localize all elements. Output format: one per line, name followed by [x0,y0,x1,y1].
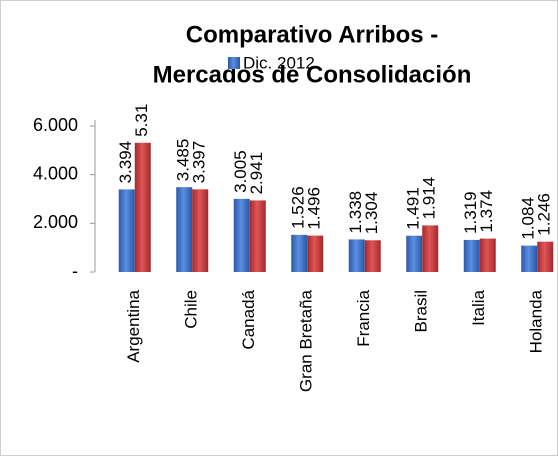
bar [521,245,538,272]
data-label: 1.338 [346,191,365,234]
bar [364,240,381,272]
data-label: 1.526 [289,186,308,229]
data-label: 1.491 [404,187,423,230]
chart-title: Comparativo Arribos - [186,21,438,48]
data-label: 3.397 [190,141,209,184]
data-label: 1.374 [477,190,496,233]
bar [537,241,554,272]
x-tick-label: Argentina [124,289,143,362]
bar [348,239,365,272]
bar [192,189,209,272]
data-label: 1.246 [535,193,554,236]
data-label: 3.394 [116,141,135,184]
bar [134,142,151,272]
legend-swatch [228,57,240,69]
data-label: 1.496 [305,187,324,230]
bar [406,235,423,272]
data-label: 1.304 [362,192,381,235]
bar [479,238,496,272]
x-tick-label: Chile [182,290,201,329]
x-tick-label: Gran Bretaña [297,289,316,392]
x-tick-label: Francia [354,289,373,346]
chart-title: Mercados de Consolidación [153,61,472,88]
data-label: 1.084 [519,197,538,240]
x-tick-label: Brasil [412,290,431,333]
data-label: 1.914 [420,177,439,220]
y-tick-label: - [72,261,78,281]
data-label: 3.005 [231,150,250,193]
data-label: 5.31 [132,104,151,137]
bar [463,239,480,272]
bar [422,225,439,272]
legend-label: Dic. 2012 [243,53,315,72]
x-tick-label: Holanda [527,289,546,353]
x-tick-label: Canadá [239,289,258,349]
y-tick-label: 6.000 [33,115,78,135]
x-tick-label: Italia [469,289,488,325]
data-label: 2.941 [247,152,266,195]
bar [118,189,135,272]
bar [249,200,266,272]
bar [307,235,324,272]
bar [291,234,308,272]
bar [233,198,250,272]
y-tick-label: 4.000 [33,163,78,183]
data-label: 1.319 [461,191,480,234]
y-tick-label: 2.000 [33,212,78,232]
bar [176,187,193,272]
data-label: 3.485 [174,139,193,182]
